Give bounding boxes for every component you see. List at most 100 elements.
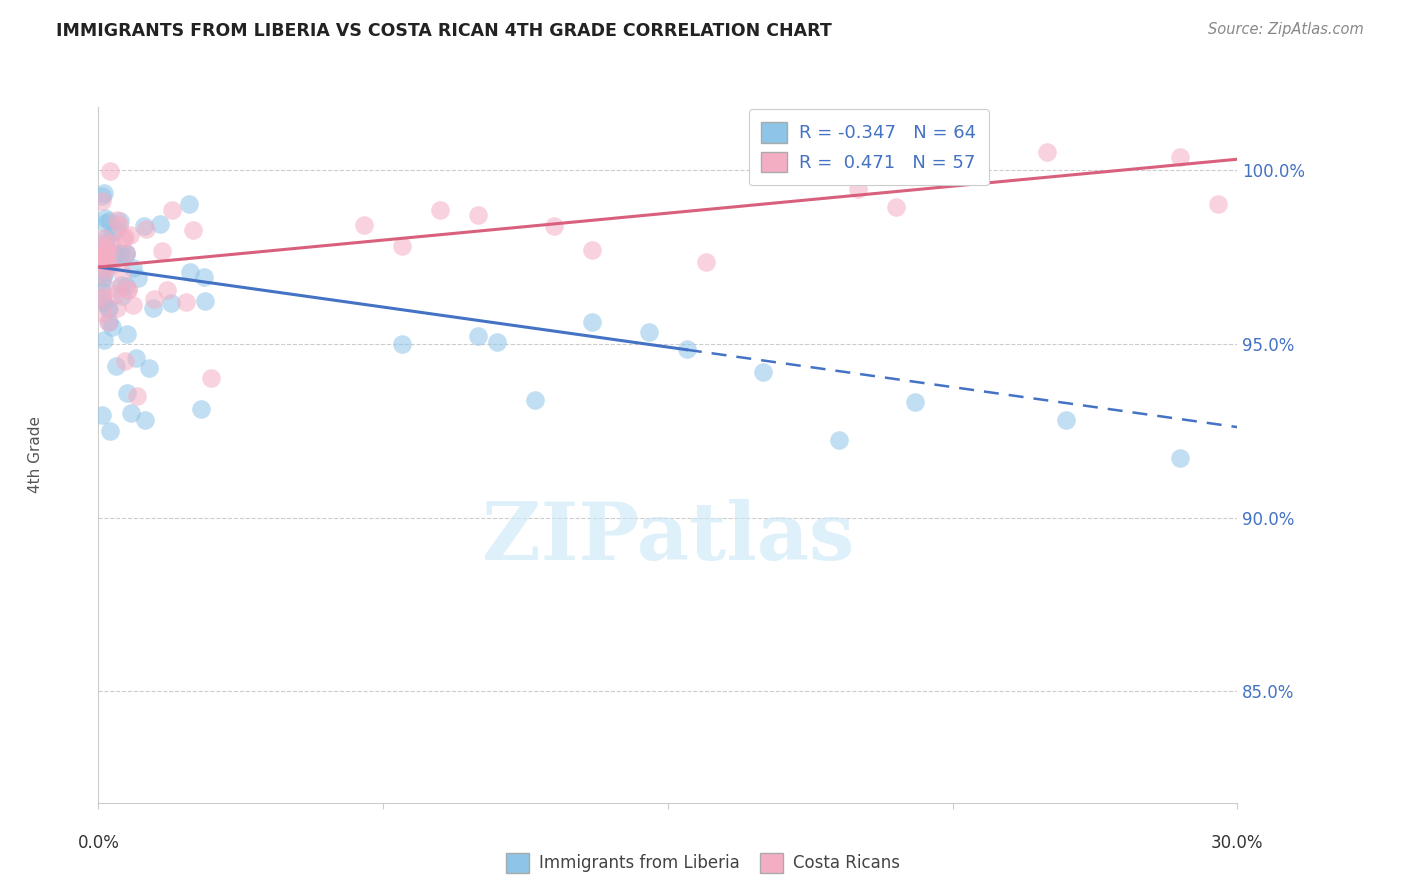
Point	[695, 255, 717, 269]
Point	[160, 202, 183, 217]
Point	[91, 305, 114, 319]
Point	[174, 294, 197, 309]
Point	[112, 230, 135, 244]
Point	[97, 315, 120, 329]
Point	[676, 343, 699, 357]
Point	[93, 235, 115, 250]
Point	[93, 333, 115, 347]
Point	[353, 218, 375, 232]
Point	[142, 301, 165, 315]
Point	[150, 244, 173, 258]
Point	[96, 241, 118, 255]
Point	[200, 371, 222, 385]
Point	[91, 251, 114, 265]
Point	[156, 284, 179, 298]
Point	[581, 243, 603, 257]
Point	[96, 252, 118, 267]
Point	[91, 408, 114, 422]
Point	[115, 386, 138, 401]
Point	[93, 296, 115, 310]
Point	[91, 194, 114, 208]
Point	[91, 262, 114, 277]
Point	[91, 292, 114, 306]
Point	[190, 402, 212, 417]
Point	[132, 219, 155, 234]
Text: 30.0%: 30.0%	[1211, 834, 1264, 852]
Point	[114, 246, 136, 260]
Point	[752, 365, 775, 379]
Point	[1036, 145, 1059, 160]
Point	[846, 182, 869, 196]
Point	[108, 218, 131, 232]
Point	[91, 268, 114, 283]
Point	[110, 247, 132, 261]
Point	[543, 219, 565, 234]
Legend: R = -0.347   N = 64, R =  0.471   N = 57: R = -0.347 N = 64, R = 0.471 N = 57	[749, 109, 988, 186]
Point	[96, 301, 118, 315]
Point	[177, 196, 200, 211]
Point	[1170, 150, 1192, 164]
Point	[91, 244, 114, 259]
Point	[91, 288, 114, 302]
Point	[148, 217, 170, 231]
Point	[1170, 451, 1192, 466]
Point	[91, 275, 114, 289]
Point	[93, 216, 115, 230]
Point	[127, 271, 149, 285]
Point	[160, 295, 183, 310]
Point	[581, 315, 603, 329]
Point	[108, 245, 131, 260]
Point	[194, 293, 217, 308]
Point	[98, 164, 121, 178]
Point	[111, 266, 134, 280]
Point	[114, 230, 136, 244]
Point	[524, 392, 547, 407]
Point	[117, 284, 139, 298]
Point	[117, 282, 139, 296]
Point	[828, 433, 851, 447]
Text: 0.0%: 0.0%	[77, 834, 120, 852]
Point	[125, 389, 148, 403]
Point	[391, 337, 413, 351]
Point	[115, 247, 138, 261]
Point	[429, 202, 451, 217]
Point	[181, 223, 204, 237]
Point	[91, 283, 114, 297]
Point	[93, 250, 115, 264]
Point	[143, 292, 166, 306]
Text: 4th Grade: 4th Grade	[28, 417, 44, 493]
Point	[100, 236, 122, 251]
Point	[122, 298, 145, 312]
Point	[114, 354, 136, 368]
Point	[138, 360, 160, 375]
Point	[105, 301, 128, 316]
Point	[94, 231, 117, 245]
Point	[107, 286, 129, 301]
Point	[94, 249, 117, 263]
Point	[111, 289, 134, 303]
Point	[97, 244, 120, 259]
Point	[115, 327, 138, 342]
Point	[125, 351, 148, 366]
Point	[134, 413, 156, 427]
Point	[135, 222, 157, 236]
Point	[105, 212, 128, 227]
Text: ZIPatlas: ZIPatlas	[482, 500, 853, 577]
Point	[93, 231, 115, 245]
Point	[179, 264, 201, 278]
Point	[97, 214, 120, 228]
Point	[120, 406, 142, 420]
Point	[91, 247, 114, 261]
Point	[91, 188, 114, 202]
Point	[94, 243, 117, 257]
Point	[93, 186, 115, 200]
Text: IMMIGRANTS FROM LIBERIA VS COSTA RICAN 4TH GRADE CORRELATION CHART: IMMIGRANTS FROM LIBERIA VS COSTA RICAN 4…	[56, 22, 832, 40]
Point	[94, 252, 117, 266]
Point	[105, 282, 128, 296]
Point	[93, 211, 115, 225]
Point	[94, 264, 117, 278]
Point	[122, 260, 145, 275]
Point	[467, 329, 489, 343]
Point	[105, 223, 128, 237]
Point	[105, 359, 128, 374]
